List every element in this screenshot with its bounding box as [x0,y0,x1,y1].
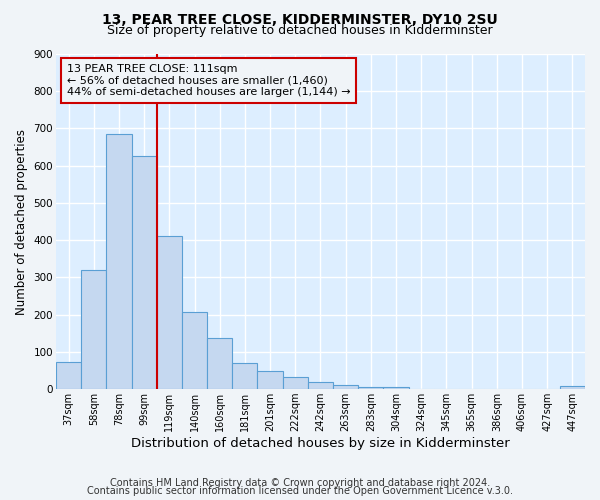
Bar [308,382,333,389]
Bar [358,388,383,389]
Bar [157,236,182,389]
Bar [207,338,232,389]
Bar [283,377,308,389]
Bar [257,372,283,389]
Text: Size of property relative to detached houses in Kidderminster: Size of property relative to detached ho… [107,24,493,37]
Text: 13, PEAR TREE CLOSE, KIDDERMINSTER, DY10 2SU: 13, PEAR TREE CLOSE, KIDDERMINSTER, DY10… [102,12,498,26]
Text: Contains public sector information licensed under the Open Government Licence v.: Contains public sector information licen… [87,486,513,496]
Text: Contains HM Land Registry data © Crown copyright and database right 2024.: Contains HM Land Registry data © Crown c… [110,478,490,488]
Bar [56,362,81,389]
Bar [131,156,157,389]
Bar [106,134,131,389]
Bar [333,386,358,389]
Bar [182,312,207,389]
Y-axis label: Number of detached properties: Number of detached properties [15,128,28,314]
Bar [383,388,409,389]
X-axis label: Distribution of detached houses by size in Kidderminster: Distribution of detached houses by size … [131,437,510,450]
Bar [232,363,257,389]
Bar [81,270,106,389]
Bar [560,386,585,389]
Text: 13 PEAR TREE CLOSE: 111sqm
← 56% of detached houses are smaller (1,460)
44% of s: 13 PEAR TREE CLOSE: 111sqm ← 56% of deta… [67,64,350,98]
